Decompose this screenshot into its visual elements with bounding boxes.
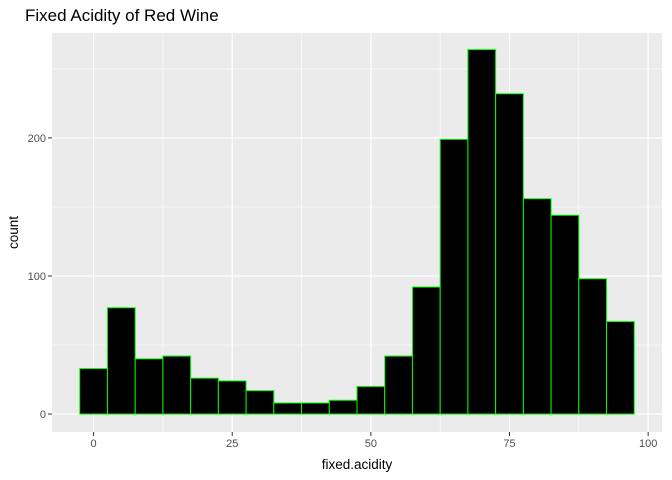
histogram-bar (301, 402, 330, 415)
histogram-bar (217, 380, 247, 415)
x-tick-label: 100 (639, 438, 657, 450)
x-tick-label: 0 (91, 438, 97, 450)
histogram-bar (106, 307, 136, 415)
y-tick-label: 100 (28, 271, 46, 283)
histogram-bar (162, 355, 192, 415)
histogram-bar (328, 399, 358, 415)
y-axis: 0 100 200 (28, 133, 52, 421)
histogram-bar (439, 138, 469, 415)
x-tick-label: 50 (365, 438, 377, 450)
chart-title: Fixed Acidity of Red Wine (25, 6, 219, 25)
y-tick-label: 0 (40, 409, 46, 421)
histogram-bar (273, 402, 303, 415)
histogram-bar (578, 278, 608, 415)
histogram-bar (245, 390, 275, 415)
histogram-bar (550, 214, 580, 415)
histogram-bar (79, 367, 108, 415)
x-axis-title: fixed.acidity (322, 457, 393, 472)
histogram-bar (467, 49, 497, 415)
histogram-bars (79, 49, 635, 415)
y-tick-label: 200 (28, 133, 46, 145)
histogram-bar (495, 93, 524, 415)
histogram-bar (411, 286, 441, 415)
y-axis-title: count (6, 216, 21, 249)
histogram-bar (134, 358, 164, 415)
x-tick-label: 75 (503, 438, 515, 450)
histogram-bar (190, 377, 219, 415)
histogram-bar (522, 198, 552, 415)
x-tick-label: 25 (226, 438, 238, 450)
histogram-bar (606, 321, 635, 415)
histogram-bar (356, 385, 386, 415)
x-axis: 0 25 50 75 100 (91, 432, 657, 450)
histogram-bar (384, 355, 413, 415)
